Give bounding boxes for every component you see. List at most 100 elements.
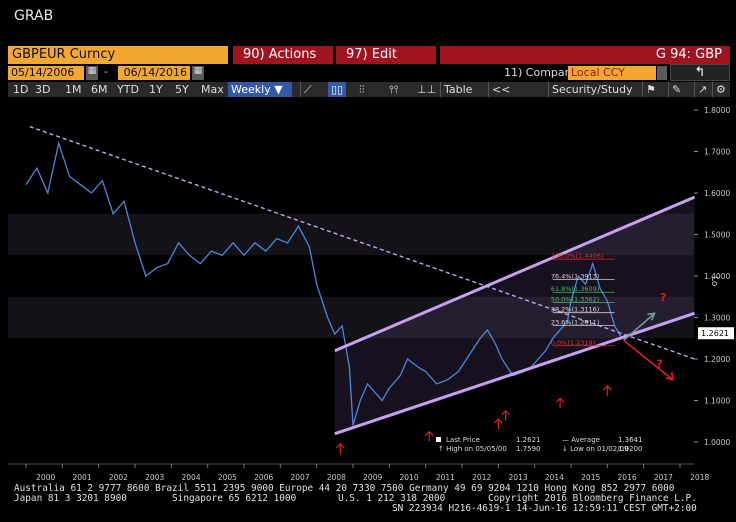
range-5y[interactable]: 5Y (175, 83, 189, 96)
start-date-input[interactable]: 05/14/2006 (8, 66, 84, 80)
fib-label: 38.2%(1.3116) (551, 306, 599, 314)
chart-legend: Last Price 1.2621 — Average 1.3641 ↑ High on… (436, 436, 643, 453)
range-3d[interactable]: 3D (35, 83, 51, 96)
bar-chart-icon[interactable]: ⫶⫶ (359, 83, 365, 96)
fibonacci-levels: 100.0%(1.4406) 76.4%(1.3913) 61.8%(1.3609)… (551, 252, 615, 347)
legend-average-label: — Average (562, 436, 600, 444)
x-tick-label: 2017 (654, 473, 673, 482)
fib-label: 50.0%(1.3362) (551, 295, 599, 303)
draw-icon[interactable]: ↗ (694, 82, 710, 97)
range-max[interactable]: Max (201, 83, 224, 96)
price-line (25, 140, 626, 426)
x-tick-label: 2014 (545, 473, 564, 482)
y-tick-label: 1.3000 (704, 314, 730, 323)
gear-icon[interactable]: ⚙ (712, 82, 729, 97)
period-select[interactable]: Weekly ▼ (228, 82, 292, 97)
fib-label: 0.0%(1.2319) (551, 339, 595, 347)
flag-icon[interactable]: ⚑ (642, 82, 659, 97)
x-tick-label: 2006 (254, 473, 273, 482)
actions-menu[interactable]: 90) Actions (233, 46, 333, 64)
fib-label: 100.0%(1.4406) (551, 252, 604, 260)
y-tick-label: 1.6000 (704, 189, 730, 198)
calendar-icon[interactable]: ▦ (192, 66, 204, 80)
projection-up-head (647, 312, 656, 321)
range-1d[interactable]: 1D (13, 83, 29, 96)
legend-last-price-value: 1.2621 (516, 436, 541, 444)
range-ytd[interactable]: YTD (117, 83, 139, 96)
edit-menu[interactable]: 97) Edit (336, 46, 436, 64)
channel-lower-line (334, 311, 696, 436)
x-tick-label: 2013 (509, 473, 528, 482)
hlc-chart-icon[interactable]: ⊥⊥ (417, 83, 437, 96)
ohlc-chart-icon[interactable]: ⫯⫯ (389, 83, 399, 96)
footer-contacts-us: U.S. 1 212 318 2000 (338, 493, 446, 504)
support-arrow-head (602, 385, 612, 391)
compare-label: 11) Compare (504, 66, 576, 79)
date-separator: - (104, 65, 108, 78)
footer-serial: SN 223934 H216-4619-1 14-Jun-16 12:59:11… (392, 503, 697, 514)
legend-low-label: ↓ Low on 01/02/09 (562, 445, 628, 453)
x-tick-label: 2011 (436, 473, 455, 482)
window-titlebar: GRAB (0, 0, 736, 44)
page-code: G 94: GBP (440, 46, 730, 64)
x-tick-label: 2002 (109, 473, 128, 482)
y-tick-label: 1.5000 (704, 231, 730, 240)
projection-down-line (623, 339, 674, 381)
security-study-button[interactable]: Security/Study (548, 82, 636, 97)
y-tick-label: 1.0000 (704, 438, 730, 447)
channel-fill (334, 197, 695, 434)
chart-band (8, 213, 694, 256)
chart-bands (8, 213, 694, 339)
end-date-input[interactable]: 06/14/2016 (118, 66, 190, 80)
y-tick-label: 1.2000 (704, 355, 730, 364)
fib-label: 76.4%(1.3913) (551, 273, 599, 281)
edit-icon[interactable]: ✎ (668, 82, 684, 97)
annotation-arrows: ?? (335, 291, 674, 454)
last-price-label: 1.2621 (701, 329, 729, 338)
x-tick-label: 2005 (218, 473, 237, 482)
chevron-down-icon[interactable] (657, 66, 667, 80)
range-1m[interactable]: 1M (65, 83, 82, 96)
legend-average-value: 1.3641 (618, 436, 643, 444)
support-arrow-head (424, 430, 434, 436)
window-title: GRAB (14, 8, 54, 24)
x-tick-label: 2018 (690, 473, 709, 482)
fib-label: 61.8%(1.3609) (551, 285, 599, 293)
x-tick-label: 2016 (618, 473, 637, 482)
back-button[interactable]: ↰ (670, 64, 730, 81)
calendar-icon[interactable]: ▦ (86, 66, 98, 80)
x-tick-label: 2004 (182, 473, 201, 482)
candle-chart-icon[interactable]: ▯▯ (328, 82, 347, 97)
x-tick-label: 2015 (581, 473, 600, 482)
y-axis-label: Lo (709, 276, 719, 287)
trend-line (29, 125, 695, 360)
support-arrow-head (493, 418, 503, 424)
footer-copyright: Copyright 2016 Bloomberg Finance L.P. (488, 493, 697, 504)
range-1y[interactable]: 1Y (149, 83, 163, 96)
table-button[interactable]: Table (440, 82, 475, 97)
x-tick-label: 2012 (472, 473, 491, 482)
x-tick-label: 2008 (327, 473, 346, 482)
collapse-button[interactable]: << (488, 82, 513, 97)
legend-high-label: ↑ High on 05/05/00 (438, 445, 507, 453)
projection-up-line (623, 312, 656, 341)
ticker-field[interactable]: GBPEUR Curncy (8, 46, 228, 64)
line-chart-icon[interactable]: ⟋ (300, 82, 315, 97)
legend-swatch (436, 437, 441, 442)
currency-select[interactable]: Local CCY (568, 66, 656, 80)
legend-low-value: 1.0200 (618, 445, 643, 453)
last-price-box (698, 327, 734, 340)
chart-band (8, 296, 694, 339)
x-axis: 2000 2001 2002 2003 2004 2005 2006 2007 2008 2009… (8, 463, 709, 482)
channel-upper-line (334, 195, 696, 353)
support-arrow-head (555, 397, 565, 403)
footer-contacts-2: Japan 81 3 3201 8900 Singapore 65 6212 1… (14, 493, 297, 504)
x-tick-label: 2000 (36, 473, 55, 482)
price-chart[interactable]: 1.8000 1.7000 1.6000 1.5000 1.4000 1.3000 1.20… (0, 98, 736, 484)
x-tick-label: 2003 (145, 473, 164, 482)
chart-toolbar: 1D 3D 1M 6M YTD 1Y 5Y Max Weekly ▼ ⟋ ▯▯ … (8, 82, 730, 97)
y-tick-label: 1.8000 (704, 106, 730, 115)
legend-last-price-label: Last Price (446, 436, 480, 444)
range-6m[interactable]: 6M (91, 83, 108, 96)
y-axis: 1.8000 1.7000 1.6000 1.5000 1.4000 1.3000 1.20… (694, 106, 734, 447)
